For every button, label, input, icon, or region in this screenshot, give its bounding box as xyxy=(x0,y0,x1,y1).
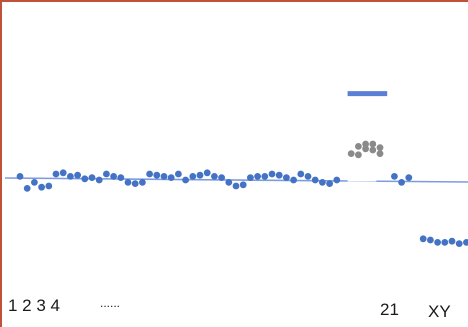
data-point-14 xyxy=(117,174,125,182)
data-point-2 xyxy=(31,179,38,186)
data-point-52 xyxy=(448,237,456,245)
data-point-20 xyxy=(160,173,168,180)
data-point-3 xyxy=(38,183,45,191)
data-point-18 xyxy=(146,170,154,178)
data-point-4 xyxy=(45,182,53,190)
chr21-point-5 xyxy=(355,151,362,159)
data-point-28 xyxy=(218,174,226,182)
data-point-36 xyxy=(275,171,283,179)
data-point-12 xyxy=(103,170,110,178)
data-point-8 xyxy=(74,171,81,179)
data-point-45 xyxy=(391,173,398,180)
data-point-42 xyxy=(319,179,326,186)
data-point-48 xyxy=(419,235,427,243)
data-point-6 xyxy=(59,169,67,177)
data-point-41 xyxy=(311,176,319,184)
chr21-point-3 xyxy=(369,146,377,154)
data-point-33 xyxy=(254,173,261,180)
data-point-47 xyxy=(405,174,413,182)
data-point-0 xyxy=(16,173,24,180)
data-point-7 xyxy=(67,173,74,180)
data-point-10 xyxy=(88,174,96,182)
data-point-15 xyxy=(124,179,132,186)
data-point-31 xyxy=(239,181,247,189)
data-point-29 xyxy=(225,179,233,186)
data-point-27 xyxy=(211,173,218,180)
data-point-54 xyxy=(463,239,468,246)
chrXY-label: XY xyxy=(428,302,451,321)
chr21-point-2 xyxy=(362,140,369,148)
data-point-37 xyxy=(283,174,290,182)
chr21-point-6 xyxy=(362,145,369,153)
data-point-44 xyxy=(333,176,341,184)
data-point-53 xyxy=(455,240,463,248)
data-point-13 xyxy=(110,173,117,180)
data-point-38 xyxy=(290,176,297,184)
chr21-point-4 xyxy=(376,144,384,152)
chromosome-labels: 1 2 3 4 xyxy=(8,296,60,315)
data-point-40 xyxy=(304,173,312,180)
data-point-46 xyxy=(398,179,405,186)
data-point-39 xyxy=(297,170,305,178)
data-point-51 xyxy=(441,239,449,246)
data-point-26 xyxy=(203,169,211,177)
data-point-34 xyxy=(261,173,269,180)
chr21-point-8 xyxy=(376,150,384,158)
data-point-19 xyxy=(153,171,161,179)
data-point-24 xyxy=(189,173,197,180)
data-point-35 xyxy=(268,170,276,178)
data-point-22 xyxy=(175,170,182,178)
data-point-21 xyxy=(167,174,175,182)
data-point-49 xyxy=(427,236,434,244)
chr21-label: 21 xyxy=(380,300,399,319)
data-point-30 xyxy=(232,182,240,190)
data-point-25 xyxy=(196,171,204,179)
data-point-32 xyxy=(247,174,254,182)
data-point-23 xyxy=(182,176,190,184)
data-point-1 xyxy=(23,185,31,192)
chr21-point-0 xyxy=(347,150,355,158)
chromosome-ellipsis: ...... xyxy=(100,296,121,310)
chr21-point-7 xyxy=(369,140,377,148)
data-point-9 xyxy=(81,175,89,183)
data-point-43 xyxy=(326,180,333,188)
data-point-5 xyxy=(52,170,60,178)
data-point-16 xyxy=(131,180,139,188)
chr21-point-1 xyxy=(355,143,362,150)
data-point-17 xyxy=(139,179,146,186)
data-point-11 xyxy=(95,176,103,184)
data-point-50 xyxy=(434,239,441,246)
